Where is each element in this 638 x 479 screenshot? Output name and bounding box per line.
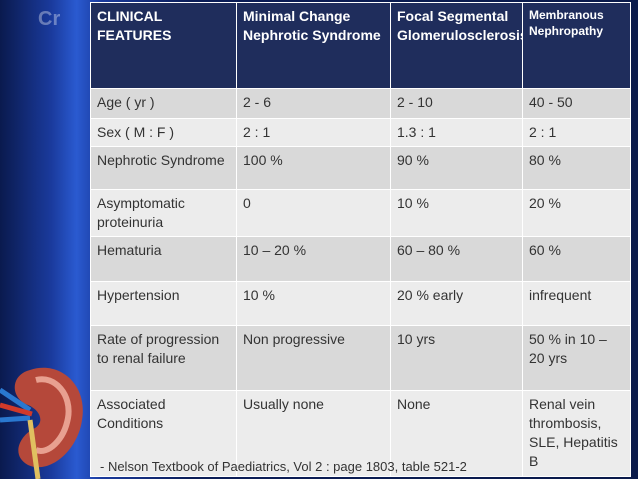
- table-cell: Nephrotic Syndrome: [90, 146, 237, 190]
- table-cell: 60 – 80 %: [390, 236, 523, 282]
- table-cell: 10 %: [390, 189, 523, 237]
- table-cell: 60 %: [522, 236, 631, 282]
- table-cell: Rate of progression to renal failure: [90, 325, 237, 391]
- logo-text: Cr: [38, 8, 61, 30]
- table-cell: 20 %: [522, 189, 631, 237]
- table-cell: 10 – 20 %: [236, 236, 391, 282]
- table-cell: Asymptomatic proteinuria: [90, 189, 237, 237]
- table-cell: Usually none: [236, 390, 391, 477]
- table-cell: 40 - 50: [522, 88, 631, 119]
- table-cell: 10 %: [236, 281, 391, 326]
- table-cell: 2 : 1: [522, 118, 631, 147]
- table-cell: 50 % in 10 – 20 yrs: [522, 325, 631, 391]
- table-cell: 20 % early: [390, 281, 523, 326]
- table-cell: Hematuria: [90, 236, 237, 282]
- table-cell: 90 %: [390, 146, 523, 190]
- table-row: Hypertension 10 % 20 % early infrequent: [90, 281, 631, 326]
- table-cell: Non progressive: [236, 325, 391, 391]
- table-cell: 0: [236, 189, 391, 237]
- table-cell: Hypertension: [90, 281, 237, 326]
- table-cell: 2 - 6: [236, 88, 391, 119]
- table-row: Rate of progression to renal failure Non …: [90, 325, 631, 391]
- header-cell: Minimal Change Nephrotic Syndrome: [236, 2, 391, 89]
- table-row: Asymptomatic proteinuria 0 10 % 20 %: [90, 189, 631, 237]
- table-cell: Sex ( M : F ): [90, 118, 237, 147]
- header-cell: Membranous Nephropathy: [522, 2, 631, 89]
- footnote: - Nelson Textbook of Paediatrics, Vol 2 …: [100, 459, 467, 474]
- table-cell: Associated Conditions: [90, 390, 237, 477]
- table-cell: 10 yrs: [390, 325, 523, 391]
- table-cell: 80 %: [522, 146, 631, 190]
- header-cell: CLINICAL FEATURES: [90, 2, 237, 89]
- comparison-table: CLINICAL FEATURES Minimal Change Nephroti…: [90, 2, 631, 477]
- table-cell: None: [390, 390, 523, 477]
- table-cell: Renal vein thrombosis, SLE, Hepatitis B: [522, 390, 631, 477]
- table-cell: 1.3 : 1: [390, 118, 523, 147]
- table-cell: Age ( yr ): [90, 88, 237, 119]
- table-cell: 100 %: [236, 146, 391, 190]
- kidney-illustration: [0, 367, 83, 479]
- table-row: Associated Conditions Usually none None Ren…: [90, 390, 631, 477]
- table-cell: infrequent: [522, 281, 631, 326]
- table-row: Hematuria 10 – 20 % 60 – 80 % 60 %: [90, 236, 631, 282]
- table-row: Nephrotic Syndrome 100 % 90 % 80 %: [90, 146, 631, 190]
- table-cell: 2 : 1: [236, 118, 391, 147]
- header-cell: Focal Segmental Glomerulosclerosis: [390, 2, 523, 89]
- table-cell: 2 - 10: [390, 88, 523, 119]
